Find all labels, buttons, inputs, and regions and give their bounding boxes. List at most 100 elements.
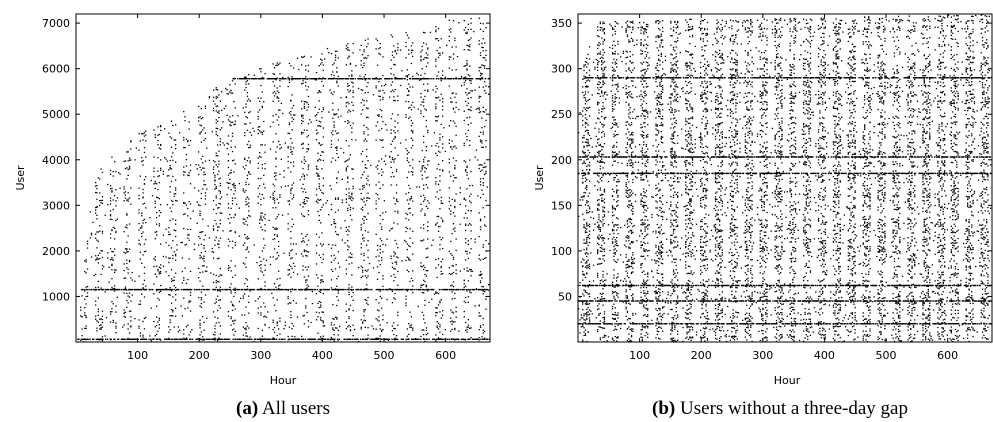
activity-dot [329, 89, 331, 91]
activity-dot [242, 338, 245, 340]
activity-dot [345, 310, 347, 312]
activity-dot [448, 197, 450, 199]
activity-dot [394, 78, 396, 80]
activity-dot [584, 334, 587, 336]
activity-dot [273, 200, 276, 202]
activity-dot [315, 233, 318, 235]
activity-dot [82, 338, 85, 340]
activity-dot [138, 327, 140, 329]
activity-dot [470, 193, 472, 195]
activity-dot [226, 288, 228, 291]
activity-dot [244, 134, 246, 137]
activity-dot [217, 89, 219, 91]
activity-dot [314, 106, 316, 108]
activity-dot [259, 288, 261, 291]
activity-dot [198, 151, 200, 153]
activity-dot [385, 211, 387, 213]
activity-dot [292, 118, 295, 120]
activity-dot [466, 88, 468, 90]
activity-dot [376, 114, 379, 116]
activity-dot [169, 294, 171, 296]
activity-dot [479, 54, 482, 57]
activity-dot [824, 336, 826, 338]
activity-dot [444, 288, 446, 291]
activity-dot [339, 325, 341, 328]
activity-dot [117, 338, 119, 340]
activity-dot [908, 334, 910, 337]
activity-dot [421, 178, 423, 180]
activity-dot [333, 124, 335, 126]
activity-dot [348, 317, 350, 320]
activity-dot [185, 282, 188, 284]
activity-dot [157, 134, 159, 136]
activity-dot [805, 326, 807, 328]
activity-dot [124, 287, 127, 290]
activity-dot [479, 288, 481, 291]
activity-dot [292, 299, 295, 302]
activity-dot [485, 199, 487, 202]
activity-dot [328, 52, 330, 54]
activity-dot [202, 155, 204, 157]
activity-dot [85, 272, 87, 274]
activity-dot [719, 327, 721, 329]
activity-dot [279, 317, 281, 319]
activity-dot [448, 78, 451, 80]
activity-dot [100, 273, 102, 276]
activity-dot [376, 168, 379, 170]
activity-dot [126, 178, 128, 180]
activity-dot [405, 241, 407, 243]
activity-dot [766, 337, 768, 339]
activity-dot [169, 191, 171, 193]
activity-dot [395, 78, 397, 80]
activity-dot [777, 329, 779, 332]
activity-dot [288, 302, 291, 304]
activity-dot [256, 338, 258, 340]
activity-dot [169, 186, 171, 188]
activity-dot [140, 338, 142, 340]
activity-dot [929, 334, 931, 336]
activity-dot [439, 248, 441, 250]
activity-dot [100, 250, 102, 252]
activity-dot [110, 288, 112, 291]
activity-dot [425, 338, 427, 340]
activity-dot [372, 94, 375, 96]
activity-dot [249, 290, 251, 292]
activity-dot [226, 182, 228, 184]
activity-dot [287, 223, 289, 225]
activity-dot [481, 46, 483, 48]
activity-dot [234, 197, 236, 199]
activity-dot [157, 297, 159, 299]
activity-dot [390, 91, 392, 93]
activity-dot [128, 332, 131, 334]
activity-dot [244, 234, 246, 236]
activity-dot [956, 337, 958, 340]
activity-dot [199, 324, 201, 326]
activity-dot [280, 158, 282, 160]
activity-dot [241, 338, 244, 340]
activity-dot [390, 78, 392, 80]
activity-dot [264, 315, 266, 317]
activity-dot [158, 225, 160, 227]
activity-dot [478, 312, 480, 314]
activity-dot [455, 288, 457, 291]
activity-dot [397, 210, 399, 212]
activity-dot [303, 201, 305, 203]
activity-dot [583, 327, 585, 329]
activity-dot [465, 224, 467, 226]
activity-dot [748, 329, 751, 332]
activity-dot [244, 314, 246, 316]
activity-dot [157, 321, 159, 323]
activity-dot [318, 125, 320, 127]
activity-dot [437, 304, 440, 306]
activity-dot [128, 157, 131, 159]
activity-dot [456, 78, 458, 80]
activity-dot [248, 74, 250, 76]
activity-dot [162, 173, 165, 175]
activity-dot [166, 160, 169, 162]
activity-dot [317, 332, 319, 334]
activity-dot [332, 288, 334, 291]
activity-dot [406, 75, 408, 77]
activity-dot [884, 325, 886, 327]
activity-dot [248, 140, 250, 143]
activity-dot [193, 243, 196, 245]
